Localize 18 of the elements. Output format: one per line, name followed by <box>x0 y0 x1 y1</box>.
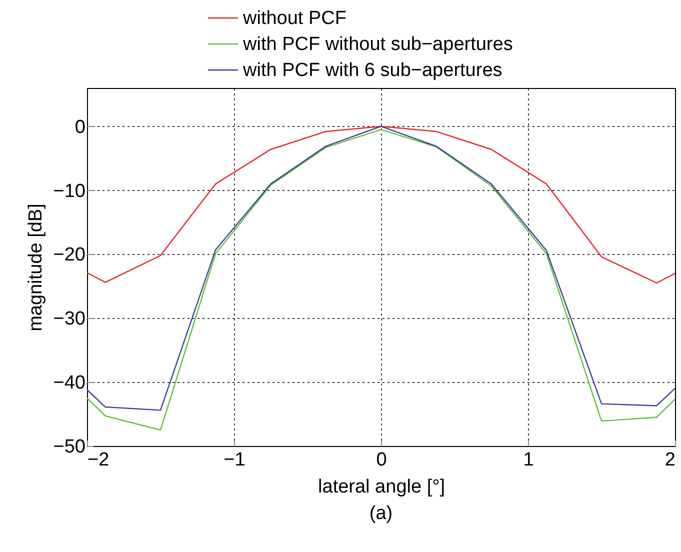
legend-label: without PCF <box>242 8 346 29</box>
x-axis-title: lateral angle [°] <box>318 476 445 498</box>
y-tick-label: −30 <box>53 308 86 330</box>
text: (a) <box>369 503 393 524</box>
x-tick-label: 0 <box>376 450 387 470</box>
y-axis-title: magnitude [dB] <box>25 204 46 332</box>
x-tick-label: −1 <box>224 450 246 470</box>
legend-label: with PCF without sub−apertures <box>242 34 513 55</box>
line-series <box>87 126 675 284</box>
x-tick-label: −2 <box>88 450 110 470</box>
y-tick-label: −10 <box>53 180 86 202</box>
legend-label: with PCF with 6 sub−apertures <box>242 60 502 81</box>
y-tick-label: 0 <box>74 116 86 138</box>
y-tick-label: −50 <box>53 436 86 458</box>
y-tick-label: −20 <box>53 244 86 266</box>
x-tick-label: 1 <box>523 450 534 470</box>
y-tick-label: −40 <box>53 372 86 394</box>
x-tick-label: 2 <box>664 450 676 470</box>
